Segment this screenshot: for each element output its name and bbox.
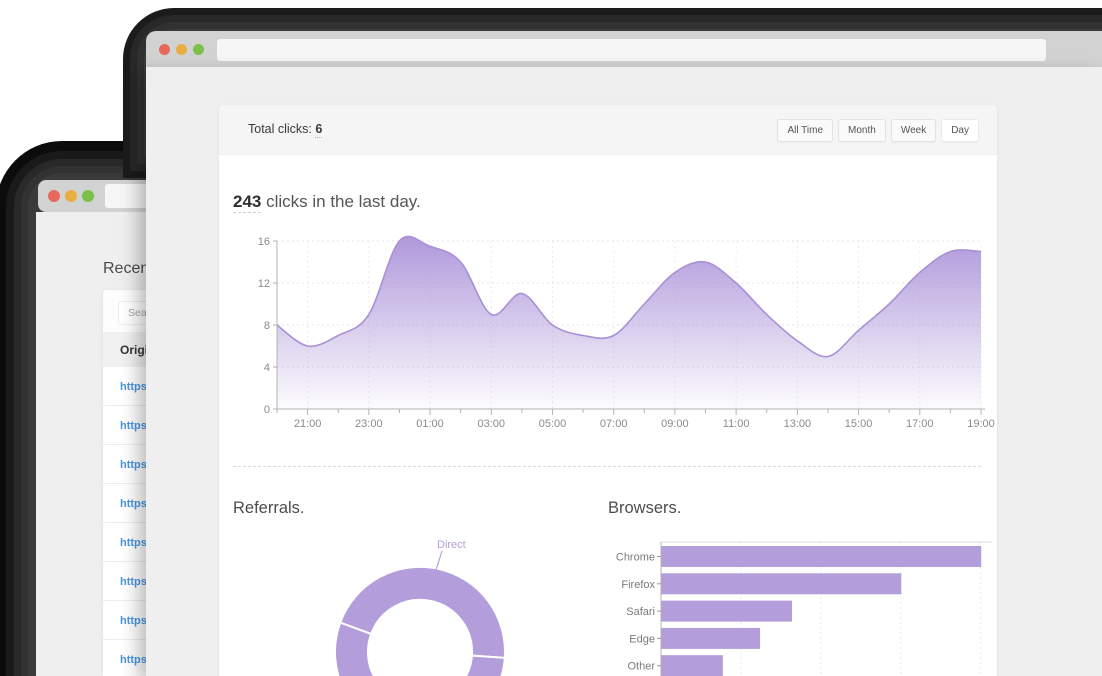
svg-text:11:00: 11:00 [723, 418, 750, 430]
referrals-donut-chart: Direct [333, 539, 507, 676]
bar-chrome [661, 546, 982, 567]
bar-safari [661, 600, 792, 622]
close-button[interactable] [159, 44, 170, 55]
back-page-title: Recent [103, 260, 154, 277]
analytics-card: Total clicks: 6 All Time Month Week Day 243… [219, 105, 997, 676]
y-axis-labels: 0 4 8 12 16 [258, 236, 277, 416]
analytics-page: Total clicks: 6 All Time Month Week Day 243… [146, 67, 1102, 676]
total-clicks-value: 6 [315, 122, 323, 138]
donut-segments [333, 565, 507, 676]
svg-text:12: 12 [258, 278, 270, 290]
svg-text:4: 4 [264, 362, 270, 374]
x-axis-labels: 21:00 23:00 01:00 03:00 05:00 07:00 09:00 11:00… [276, 409, 995, 430]
svg-text:8: 8 [264, 320, 270, 332]
svg-text:13:00: 13:00 [784, 418, 812, 430]
svg-text:0: 0 [264, 404, 270, 416]
bar-label-edge: Edge [629, 633, 655, 645]
section-divider [233, 466, 981, 467]
range-button-month[interactable]: Month [838, 119, 886, 142]
browsers-bar-chart: Chrome Firefox Safari Edge Other [616, 541, 992, 676]
svg-text:05:00: 05:00 [539, 418, 567, 430]
minimize-button[interactable] [65, 190, 77, 202]
svg-text:01:00: 01:00 [416, 418, 444, 430]
clicks-count: 243 [233, 192, 262, 213]
clicks-headline: 243 clicks in the last day. [233, 192, 421, 213]
svg-text:15:00: 15:00 [845, 418, 873, 430]
svg-text:17:00: 17:00 [906, 418, 934, 430]
total-clicks-label: Total clicks: 6 [248, 122, 323, 138]
bar-label-other: Other [627, 661, 655, 673]
total-clicks-text: Total clicks: [248, 122, 312, 136]
svg-text:21:00: 21:00 [294, 418, 322, 430]
donut-segment-label: Direct [437, 539, 466, 551]
range-button-day[interactable]: Day [941, 119, 979, 142]
bar-other [661, 655, 723, 676]
svg-text:03:00: 03:00 [477, 418, 505, 430]
bar-firefox [661, 573, 902, 595]
clicks-headline-text: clicks in the last day. [261, 192, 421, 211]
area-line [276, 235, 982, 358]
svg-text:09:00: 09:00 [661, 418, 689, 430]
bar-label-firefox: Firefox [621, 579, 655, 591]
front-browser-titlebar [146, 31, 1102, 67]
zoom-button[interactable] [193, 44, 204, 55]
svg-text:19:00: 19:00 [967, 418, 995, 430]
browsers-title: Browsers. [608, 499, 682, 517]
svg-text:07:00: 07:00 [600, 418, 628, 430]
close-button[interactable] [48, 190, 60, 202]
range-button-all-time[interactable]: All Time [777, 119, 834, 142]
referrals-title: Referrals. [233, 499, 305, 517]
clicks-area-chart: 0 4 8 12 16 21:00 23:00 01:00 03:00 05:00 07:00 09:… [258, 235, 995, 430]
svg-text:23:00: 23:00 [355, 418, 383, 430]
svg-text:16: 16 [258, 236, 270, 248]
address-bar[interactable] [217, 39, 1046, 61]
stats-bar: Total clicks: 6 All Time Month Week Day [219, 105, 997, 155]
donut-label-leader [435, 550, 443, 571]
bar-edge [661, 627, 761, 649]
minimize-button[interactable] [176, 44, 187, 55]
time-range-selector: All Time Month Week Day [777, 119, 979, 142]
zoom-button[interactable] [82, 190, 94, 202]
bar-label-safari: Safari [626, 606, 655, 618]
bar-label-chrome: Chrome [616, 552, 655, 564]
range-button-week[interactable]: Week [890, 119, 937, 142]
